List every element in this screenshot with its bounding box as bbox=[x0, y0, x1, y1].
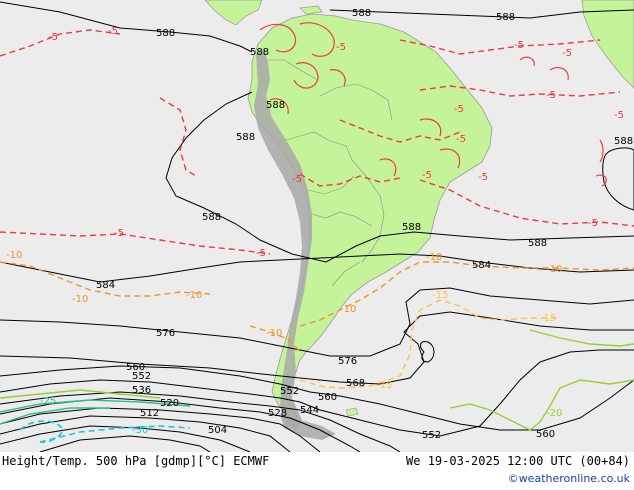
label-minus10: -10 bbox=[266, 328, 282, 339]
label-560: 560 bbox=[536, 429, 555, 440]
height-contours bbox=[0, 1, 634, 452]
footer-bar: Height/Temp. 500 hPa [gdmp][°C] ECMWF We… bbox=[0, 452, 634, 472]
label-minus5: -5 bbox=[588, 218, 598, 229]
label-minus5: -5 bbox=[256, 248, 266, 259]
label-minus10: -10 bbox=[426, 252, 442, 263]
label-minus20: -20 bbox=[546, 408, 562, 419]
isotherm-minus5-small bbox=[259, 22, 607, 187]
contour-512 bbox=[0, 425, 251, 452]
isotherm-minus5 bbox=[0, 29, 634, 255]
label-588: 588 bbox=[156, 28, 175, 39]
label-minus5: -5 bbox=[422, 170, 432, 181]
label-576: 576 bbox=[338, 356, 357, 367]
label-minus10: -10 bbox=[546, 264, 562, 275]
contour-560 bbox=[0, 365, 634, 431]
label-552: 552 bbox=[132, 371, 151, 382]
label-536: 536 bbox=[132, 385, 151, 396]
label-568: 568 bbox=[346, 378, 365, 389]
label-588: 588 bbox=[614, 136, 633, 147]
label-588: 588 bbox=[236, 132, 255, 143]
contour-588-north bbox=[0, 1, 253, 53]
label-minus5: -5 bbox=[336, 42, 346, 53]
label-588: 588 bbox=[352, 8, 371, 19]
label-584: 584 bbox=[96, 280, 115, 291]
label-584: 584 bbox=[472, 260, 491, 271]
label-588: 588 bbox=[402, 222, 421, 233]
label-minus15: -15 bbox=[540, 313, 556, 324]
contour-588-ne bbox=[329, 9, 634, 19]
label-minus5: -5 bbox=[546, 90, 556, 101]
label-528: 528 bbox=[268, 408, 287, 419]
label-minus30: -30 bbox=[132, 425, 148, 436]
land-caribbean bbox=[299, 5, 323, 15]
land-africa bbox=[581, 0, 634, 89]
label-minus5: -5 bbox=[108, 26, 118, 37]
label-minus25: -25 bbox=[40, 396, 56, 407]
label-minus5: -5 bbox=[454, 104, 464, 115]
label-minus5: -5 bbox=[114, 228, 124, 239]
andes-mountains bbox=[254, 48, 312, 430]
label-588: 588 bbox=[496, 12, 515, 23]
isotherm-minus30 bbox=[19, 420, 191, 444]
label-minus5: -5 bbox=[478, 172, 488, 183]
map-canvas: 588 588 588 588 588 588 588 588 588 588 … bbox=[0, 0, 634, 452]
contour-560-africa bbox=[602, 147, 634, 211]
isotherm-minus25 bbox=[0, 399, 191, 425]
contour-576 bbox=[0, 287, 634, 357]
map-title: Height/Temp. 500 hPa [gdmp][°C] ECMWF bbox=[2, 454, 270, 468]
label-minus5: -5 bbox=[514, 40, 524, 51]
contour-568 bbox=[0, 311, 634, 385]
label-552: 552 bbox=[280, 386, 299, 397]
label-544: 544 bbox=[300, 405, 319, 416]
label-minus10: -10 bbox=[72, 294, 88, 305]
contour-584 bbox=[0, 253, 634, 283]
country-borders bbox=[268, 59, 393, 287]
tierra-del-fuego bbox=[280, 414, 336, 440]
label-minus5: -5 bbox=[562, 48, 572, 59]
contour-576-closed bbox=[420, 341, 435, 363]
label-552: 552 bbox=[422, 430, 441, 441]
label-520: 520 bbox=[160, 398, 179, 409]
label-588: 588 bbox=[250, 47, 269, 58]
label-588: 588 bbox=[528, 238, 547, 249]
label-560: 560 bbox=[126, 362, 145, 373]
label-504: 504 bbox=[208, 425, 227, 436]
label-576: 576 bbox=[156, 328, 175, 339]
label-minus10: -10 bbox=[186, 290, 202, 301]
label-minus5: -5 bbox=[456, 134, 466, 145]
label-minus10: -10 bbox=[340, 304, 356, 315]
contour-528 bbox=[0, 407, 321, 452]
contour-552 bbox=[0, 349, 634, 437]
land-falklands bbox=[345, 407, 359, 417]
isotherm-minus15 bbox=[299, 299, 560, 389]
label-minus15: -15 bbox=[432, 290, 448, 301]
label-512: 512 bbox=[140, 408, 159, 419]
credit-link[interactable]: ©weatheronline.co.uk bbox=[507, 472, 630, 485]
credit-bar: ©weatheronline.co.uk bbox=[0, 470, 634, 490]
contour-544 bbox=[0, 391, 401, 452]
label-minus5: -5 bbox=[614, 110, 624, 121]
land-central-america bbox=[204, 0, 263, 26]
label-588: 588 bbox=[202, 212, 221, 223]
contour-588-sw bbox=[165, 91, 634, 263]
label-560: 560 bbox=[318, 392, 337, 403]
height-labels: 588 588 588 588 588 588 588 588 588 588 … bbox=[96, 8, 633, 441]
label-minus5: -5 bbox=[292, 174, 302, 185]
label-minus5: -5 bbox=[48, 32, 58, 43]
label-minus15: -15 bbox=[376, 380, 392, 391]
label-minus10: -10 bbox=[6, 250, 22, 261]
contour-520 bbox=[0, 415, 291, 452]
valid-time: We 19-03-2025 12:00 UTC (00+84) bbox=[406, 454, 630, 468]
isotherm-minus10 bbox=[0, 261, 634, 353]
contour-504 bbox=[39, 435, 211, 452]
label-588: 588 bbox=[266, 100, 285, 111]
temperature-labels: -5 -5 -5 -5 -5 -5 -5 -5 -5 -5 -5 -5 -5 -… bbox=[6, 26, 624, 436]
isotherm-minus20 bbox=[0, 329, 634, 431]
